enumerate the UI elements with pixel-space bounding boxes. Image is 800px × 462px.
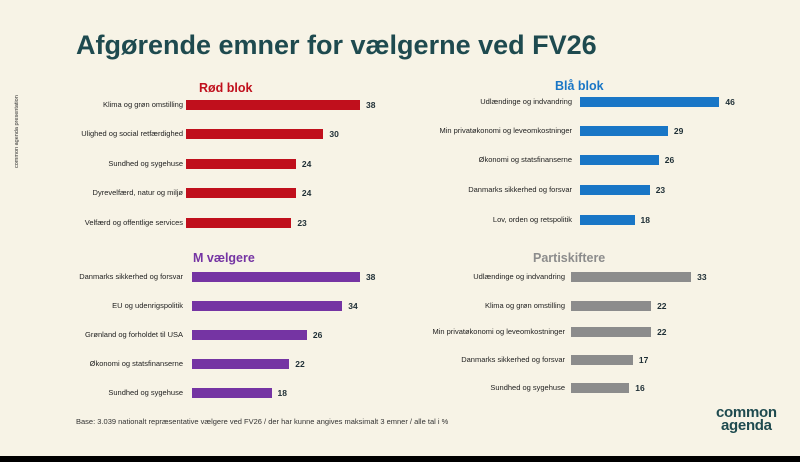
bar — [580, 126, 668, 136]
category-label: Økonomi og statsfinanserne — [478, 155, 572, 164]
category-label: Klima og grøn omstilling — [102, 100, 183, 109]
category-label: Danmarks sikkerhed og forsvar — [468, 185, 572, 194]
data-label: 26 — [312, 330, 323, 340]
logo-line-2: agenda — [721, 417, 772, 434]
bar — [192, 330, 307, 340]
chart-title: Partiskiftere — [533, 251, 606, 265]
data-label: 33 — [697, 272, 707, 282]
bar — [192, 272, 360, 282]
bar — [571, 355, 633, 365]
data-label: 26 — [664, 155, 675, 165]
bar — [186, 218, 292, 228]
bar — [571, 383, 630, 393]
category-label: Dyrevelfærd, natur og miljø — [92, 188, 183, 197]
category-label: Sundhed og sygehuse — [108, 388, 183, 397]
bar — [186, 129, 324, 139]
category-label: Ulighed og social retfærdighed — [81, 129, 183, 138]
data-label: 18 — [277, 388, 288, 398]
category-label: Sundhed og sygehuse — [108, 159, 183, 168]
category-label: Udlændinge og indvandring — [473, 272, 565, 281]
bar — [192, 301, 343, 311]
data-label: 16 — [635, 383, 645, 393]
bar — [580, 185, 650, 195]
bar — [571, 272, 692, 282]
bar — [580, 215, 635, 225]
category-label: Velfærd og offentlige services — [84, 218, 183, 227]
data-label: 46 — [725, 97, 735, 107]
data-label: 29 — [673, 126, 684, 136]
data-label: 22 — [295, 359, 305, 369]
bar — [192, 359, 290, 369]
data-label: 38 — [366, 100, 376, 110]
bar — [571, 327, 652, 337]
data-label: 22 — [657, 327, 667, 337]
category-label: Min privatøkonomi og leveomkostninger — [432, 327, 565, 336]
data-label: 30 — [329, 129, 339, 139]
chart-title: Blå blok — [555, 79, 604, 93]
bar — [192, 388, 272, 398]
data-label: 24 — [301, 188, 312, 198]
category-label: Udlændinge og indvandring — [480, 97, 572, 106]
bar — [186, 100, 361, 110]
chart-title: Rød blok — [199, 81, 253, 95]
data-label: 24 — [301, 159, 312, 169]
category-label: Grønland og forholdet til USA — [85, 330, 183, 339]
data-label: 23 — [297, 218, 307, 228]
category-label: Økonomi og statsfinanserne — [89, 359, 183, 368]
bar — [186, 188, 296, 198]
footnote: Base: 3.039 nationalt repræsentative væl… — [76, 417, 449, 426]
category-label: Klima og grøn omstilling — [484, 301, 565, 310]
bar — [580, 97, 720, 107]
category-label: Sundhed og sygehuse — [490, 383, 565, 392]
page-title: Afgørende emner for vælgerne ved FV26 — [76, 30, 597, 60]
data-label: 34 — [348, 301, 358, 311]
data-label: 18 — [640, 215, 650, 225]
bar — [186, 159, 296, 169]
category-label: Lov, orden og retspolitik — [492, 215, 572, 224]
data-label: 17 — [638, 355, 649, 365]
data-label: 38 — [365, 272, 376, 282]
bar — [571, 301, 652, 311]
category-label: Danmarks sikkerhed og forsvar — [461, 355, 565, 364]
chart-title: M vælgere — [193, 251, 255, 265]
category-label: Danmarks sikkerhed og forsvar — [79, 272, 183, 281]
logo-line-1: common — [716, 404, 777, 421]
data-label: 23 — [655, 185, 666, 195]
data-label: 22 — [657, 301, 667, 311]
bar — [580, 155, 659, 165]
category-label: Min privatøkonomi og leveomkostninger — [439, 126, 572, 135]
category-label: EU og udenrigspolitik — [112, 301, 183, 310]
common-agenda-logo: common agenda — [716, 404, 777, 434]
